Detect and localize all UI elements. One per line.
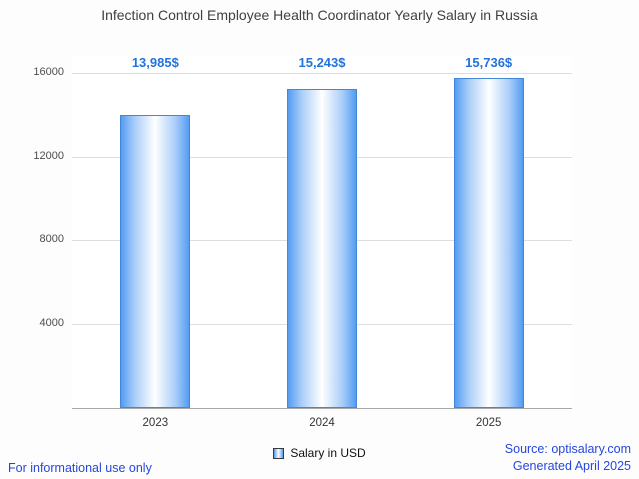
x-axis-tick-label: 2025 bbox=[475, 417, 502, 429]
y-axis-tick-label: 4000 bbox=[39, 317, 64, 330]
bar-value-label: 15,243$ bbox=[298, 55, 346, 70]
plot-area: 13,985$ 2023 15,243$ 2024 15,736$ 2025 bbox=[72, 55, 572, 429]
bar-value-label: 13,985$ bbox=[131, 55, 179, 70]
y-axis-tick-label: 12000 bbox=[33, 149, 64, 162]
y-axis-tick-label: 16000 bbox=[33, 65, 64, 78]
bar-2025 bbox=[453, 78, 524, 408]
x-axis-tick-label: 2024 bbox=[309, 417, 335, 429]
legend-swatch-icon bbox=[273, 447, 285, 459]
chart-title: Infection Control Employee Health Coordi… bbox=[101, 7, 538, 23]
gridline bbox=[72, 72, 572, 74]
generated-date: Generated April 2025 bbox=[512, 459, 631, 473]
bar-2023 bbox=[120, 114, 191, 408]
source-link[interactable]: Source: optisalary.com bbox=[504, 442, 631, 456]
disclaimer-text: For informational use only bbox=[8, 461, 152, 475]
legend: Salary in USD bbox=[0, 446, 639, 460]
y-axis: 4000 8000 12000 16000 bbox=[0, 56, 64, 408]
bar-2024 bbox=[287, 88, 357, 408]
legend-label: Salary in USD bbox=[290, 446, 366, 460]
source-info: Source: optisalary.com Generated April 2… bbox=[505, 441, 631, 475]
x-axis-tick-label: 2023 bbox=[142, 417, 169, 429]
y-axis-tick-label: 8000 bbox=[39, 233, 64, 246]
bar-value-label: 15,736$ bbox=[465, 55, 513, 70]
